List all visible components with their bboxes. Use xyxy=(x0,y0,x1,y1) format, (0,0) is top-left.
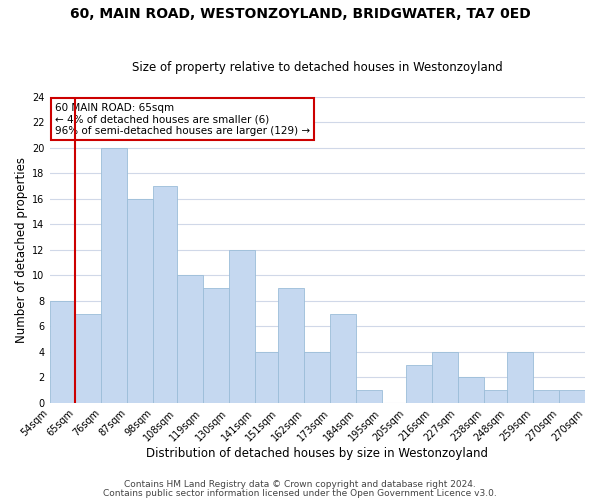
Bar xyxy=(255,352,278,403)
Title: Size of property relative to detached houses in Westonzoyland: Size of property relative to detached ho… xyxy=(132,62,503,74)
Bar xyxy=(50,301,76,403)
Bar xyxy=(154,186,177,403)
Bar xyxy=(484,390,507,403)
Bar xyxy=(304,352,330,403)
Bar xyxy=(76,314,101,403)
Bar xyxy=(406,364,431,403)
Text: 60, MAIN ROAD, WESTONZOYLAND, BRIDGWATER, TA7 0ED: 60, MAIN ROAD, WESTONZOYLAND, BRIDGWATER… xyxy=(70,8,530,22)
Bar xyxy=(559,390,585,403)
Bar xyxy=(431,352,458,403)
Bar xyxy=(278,288,304,403)
Bar xyxy=(458,378,484,403)
Bar xyxy=(229,250,255,403)
Text: Contains HM Land Registry data © Crown copyright and database right 2024.: Contains HM Land Registry data © Crown c… xyxy=(124,480,476,489)
X-axis label: Distribution of detached houses by size in Westonzoyland: Distribution of detached houses by size … xyxy=(146,447,488,460)
Y-axis label: Number of detached properties: Number of detached properties xyxy=(15,156,28,342)
Bar xyxy=(177,276,203,403)
Bar xyxy=(330,314,356,403)
Bar xyxy=(127,198,154,403)
Text: Contains public sector information licensed under the Open Government Licence v3: Contains public sector information licen… xyxy=(103,488,497,498)
Text: 60 MAIN ROAD: 65sqm
← 4% of detached houses are smaller (6)
96% of semi-detached: 60 MAIN ROAD: 65sqm ← 4% of detached hou… xyxy=(55,102,310,136)
Bar xyxy=(533,390,559,403)
Bar xyxy=(101,148,127,403)
Bar xyxy=(507,352,533,403)
Bar xyxy=(203,288,229,403)
Bar xyxy=(356,390,382,403)
